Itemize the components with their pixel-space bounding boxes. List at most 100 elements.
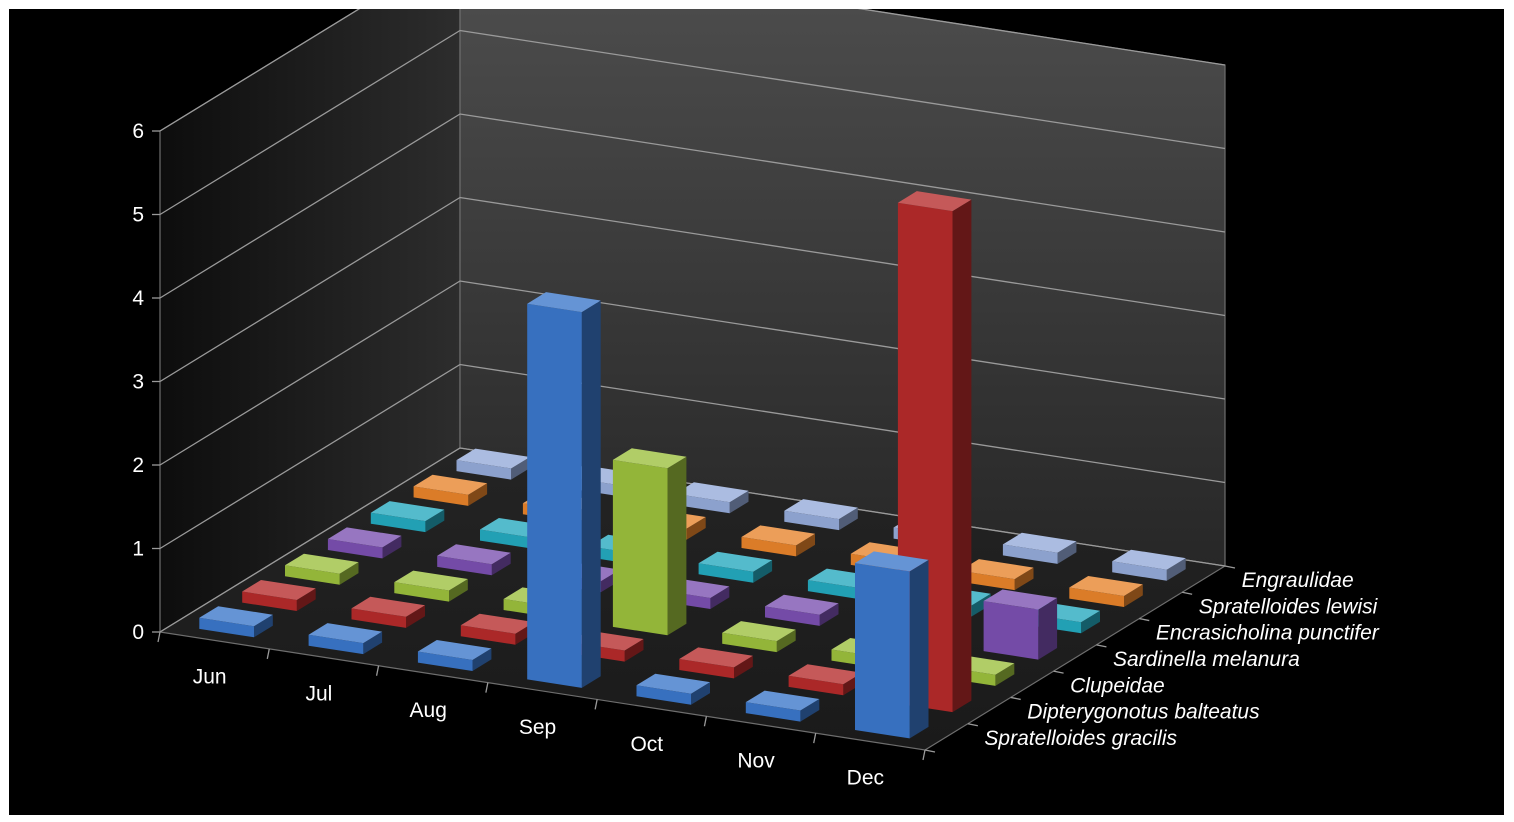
bar-engraulidae-jun — [456, 448, 530, 480]
bar-top-face — [417, 640, 492, 660]
bar-front-face — [679, 659, 734, 679]
bar-sardinella-melanura-oct — [765, 594, 839, 626]
bar-top-face — [394, 570, 468, 591]
bar-side-face — [995, 663, 1015, 686]
x-tick-label-aug: Aug — [410, 699, 447, 722]
y-tick-label-0: 0 — [132, 621, 144, 644]
z-tick-mark-3 — [1053, 670, 1064, 674]
series-label-clupeidae: Clupeidae — [1070, 674, 1165, 697]
bar-front-face — [199, 617, 254, 638]
bar-top-face — [636, 673, 710, 694]
bar-side-face — [468, 483, 488, 506]
bar-engraulidae-dec — [1112, 549, 1186, 581]
bar-clupeidae-oct — [722, 621, 796, 653]
bar-front-face — [370, 512, 426, 533]
bar-front-face — [527, 303, 582, 688]
bar-top-face — [855, 551, 929, 572]
z-tick-mark-2 — [1010, 696, 1021, 701]
bar-clupeidae-jul — [394, 570, 468, 602]
bar-front-face — [1002, 544, 1058, 564]
bar-side-face — [363, 631, 383, 655]
series-label-encrasicholina-punctifer: Encrasicholina punctifer — [1156, 622, 1380, 645]
bar-front-face — [456, 460, 512, 480]
bar-side-face — [800, 699, 820, 722]
z-tick-mark-6 — [1182, 591, 1193, 595]
x-tick-mark-6 — [813, 733, 817, 744]
gridline-6 — [159, 9, 1226, 132]
x-tick-mark-4 — [594, 699, 598, 710]
bar-front-face — [417, 651, 473, 671]
series-label-spratelloides-gracilis: Spratelloides gracilis — [984, 727, 1177, 750]
bar-encrasicholina-punctifer-sep — [698, 551, 773, 583]
bar-side-face — [339, 562, 359, 585]
y-tick-label-4: 4 — [132, 287, 144, 310]
bar-top-face — [327, 527, 402, 548]
bar-side-face — [909, 559, 929, 739]
bar-spratelloides-gracilis-aug — [417, 640, 492, 671]
bar-side-face — [1057, 541, 1077, 564]
chart-area: 0 1 2 3 4 5 6 Jun Jul Aug Sep Oct Nov Dec Spratelloide… — [9, 9, 1504, 815]
bar-side-face — [819, 603, 839, 626]
bar-top-face — [698, 551, 773, 572]
bar-front-face — [308, 634, 364, 655]
x-tick-mark-7 — [922, 749, 926, 761]
bar-top-face — [722, 621, 796, 642]
bar-sardinella-melanura-dec — [983, 589, 1058, 660]
x-tick-mark-3 — [485, 682, 489, 693]
bar-spratelloides-gracilis-jun — [199, 606, 273, 638]
bar-front-face — [480, 529, 535, 549]
bar-sardinella-melanura-jul — [437, 544, 511, 576]
bar-top-face — [351, 596, 425, 617]
z-tick-mark-5 — [1139, 617, 1150, 622]
bar-side-face — [382, 535, 402, 559]
x-tick-mark-2 — [375, 665, 380, 676]
bar-top-face — [679, 647, 753, 668]
bar-side-face — [729, 490, 749, 514]
bar-top-face — [460, 613, 535, 634]
bar-spratelloides-lewisi-sep — [741, 525, 815, 557]
bar-front-face — [285, 565, 340, 585]
x-tick-label-dec: Dec — [847, 767, 884, 790]
bar-front-face — [394, 582, 449, 602]
bar-front-face — [741, 537, 797, 557]
bar-front-face — [855, 563, 910, 739]
bar-side-face — [472, 648, 492, 671]
bar-side-face — [1124, 584, 1143, 607]
series-label-sardinella-melanura: Sardinella melanura — [1113, 648, 1300, 671]
bar-side-face — [624, 639, 644, 662]
bar-top-face — [1002, 532, 1077, 553]
bar-front-face — [698, 563, 754, 583]
bar-engraulidae-nov — [1002, 532, 1077, 564]
bar-side-face — [1014, 567, 1034, 591]
bar-dipterygonotus-balteatus-oct — [679, 647, 753, 679]
bar-side-face — [581, 300, 601, 688]
bar-top-face — [456, 448, 530, 469]
bar-top-face — [960, 559, 1034, 580]
y-tick-label-6: 6 — [132, 120, 144, 143]
bar-engraulidae-aug — [675, 482, 749, 514]
bar-side-face — [776, 629, 796, 653]
bar-spratelloides-gracilis-jul — [308, 623, 383, 655]
bar-side-face — [839, 507, 858, 531]
bar-spratelloides-gracilis-oct — [636, 673, 710, 705]
z-tick-mark-7 — [1224, 565, 1236, 569]
bar-side-face — [425, 509, 445, 533]
bar-front-face — [242, 591, 297, 611]
bar-spratelloides-gracilis-nov — [745, 690, 820, 722]
bar-front-face — [675, 493, 730, 514]
bar-dipterygonotus-balteatus-jul — [351, 596, 425, 628]
bar-top-face — [1069, 576, 1143, 596]
bar-top-face — [527, 292, 601, 313]
bar-top-face — [745, 690, 820, 711]
bar-side-face — [1038, 597, 1058, 660]
bar-spratelloides-gracilis-sep — [527, 292, 601, 688]
bar-top-face — [370, 501, 445, 522]
y-tick-label-2: 2 — [132, 454, 144, 477]
bar-side-face — [667, 456, 687, 636]
x-tick-mark-0 — [157, 631, 161, 643]
bar-top-face — [675, 482, 749, 503]
bar-side-face — [686, 517, 706, 540]
bar-side-face — [491, 552, 511, 576]
bar-sardinella-melanura-jun — [327, 527, 402, 559]
x-tick-label-nov: Nov — [737, 750, 775, 773]
